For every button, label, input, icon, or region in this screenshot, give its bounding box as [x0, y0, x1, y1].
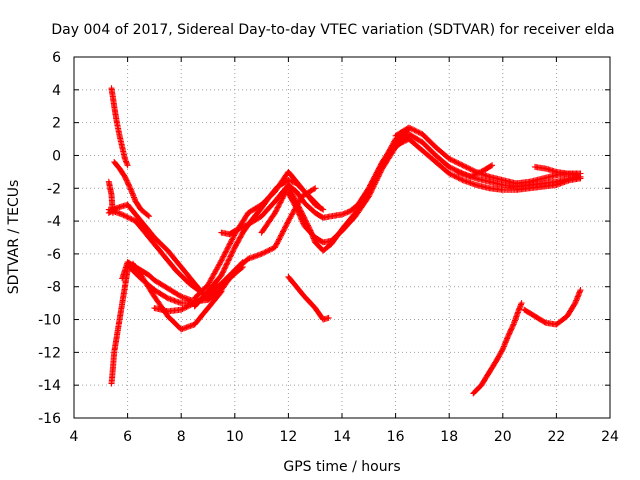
- data-points: [218, 126, 412, 238]
- series-arc-1: [108, 85, 131, 169]
- series-arc-3: [111, 159, 152, 220]
- series-arc-13: [218, 126, 412, 238]
- y-tick-label: -12: [38, 345, 61, 361]
- y-axis-label: SDTVAR / TECUs: [6, 180, 22, 295]
- x-tick-label: 4: [70, 429, 79, 445]
- y-tick-label: -4: [47, 214, 61, 230]
- x-tick-label: 22: [547, 429, 565, 445]
- y-tick-label: -16: [38, 411, 61, 427]
- series-arc-12: [191, 168, 327, 302]
- series-arc-9: [130, 260, 225, 333]
- series-arc-6: [108, 267, 131, 387]
- chart-title: Day 004 of 2017, Sidereal Day-to-day VTE…: [51, 22, 614, 38]
- series-arc-22: [470, 300, 525, 397]
- series-arc-15: [285, 132, 412, 246]
- series-arc-20: [454, 162, 496, 180]
- data-points: [392, 136, 584, 193]
- x-tick-label: 6: [123, 429, 132, 445]
- y-tick-label: 4: [52, 83, 61, 99]
- data-points: [285, 273, 332, 323]
- grid: [74, 57, 610, 418]
- series-arc-21: [532, 163, 581, 179]
- y-tick-label: -6: [47, 247, 61, 263]
- data-points: [285, 132, 412, 246]
- series-arc-23: [521, 287, 584, 328]
- y-tick-label: -2: [47, 181, 61, 197]
- data-points: [108, 85, 131, 169]
- y-tick-label: 6: [52, 50, 61, 66]
- x-tick-label: 8: [177, 429, 186, 445]
- x-tick-label: 18: [440, 429, 458, 445]
- y-tick-label: -14: [38, 378, 61, 394]
- x-tick-label: 14: [333, 429, 351, 445]
- data-points: [130, 260, 225, 333]
- x-tick-label: 16: [387, 429, 405, 445]
- data-points: [470, 300, 525, 397]
- series-arc-16: [285, 273, 332, 323]
- data-points: [111, 159, 152, 220]
- data-points: [454, 162, 496, 180]
- y-tick-label: 2: [52, 116, 61, 132]
- data-points: [521, 287, 584, 328]
- y-tick-label: -10: [38, 313, 61, 329]
- x-tick-label: 24: [601, 429, 619, 445]
- data-marks: [105, 85, 584, 397]
- x-axis-label: GPS time / hours: [283, 459, 400, 475]
- series-arc-19: [392, 136, 584, 193]
- x-tick-label: 20: [494, 429, 512, 445]
- data-points: [532, 163, 581, 179]
- y-tick-label: 0: [52, 148, 61, 164]
- x-tick-label: 12: [279, 429, 297, 445]
- x-tick-label: 10: [226, 429, 244, 445]
- axis-ticks: 4 6 8 10 12 14 16 18 20 22 24-16-14-12-10-8-6-4-20…: [38, 50, 619, 445]
- series-arc-18: [392, 131, 584, 190]
- data-points: [392, 131, 584, 190]
- data-points: [108, 267, 131, 387]
- y-tick-label: -8: [47, 280, 61, 296]
- data-points: [191, 168, 327, 302]
